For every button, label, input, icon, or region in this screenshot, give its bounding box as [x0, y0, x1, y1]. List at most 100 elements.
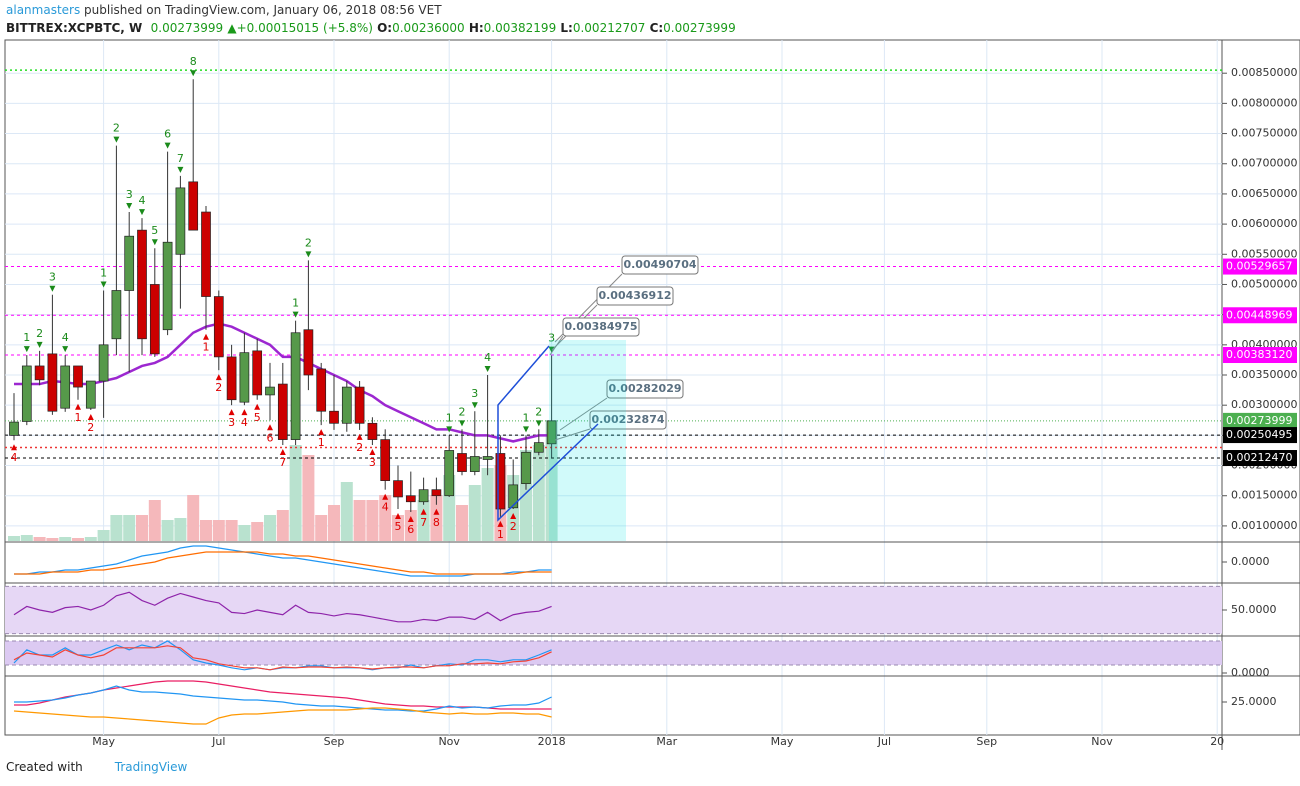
- setup-label: 6: [407, 523, 414, 536]
- setup-label: 4: [62, 331, 69, 344]
- setup-arrow: [535, 420, 542, 427]
- brand-link[interactable]: TradingView: [114, 760, 188, 774]
- setup-label: 1: [523, 411, 530, 424]
- indicator-line: [14, 680, 552, 710]
- setup-label: 1: [75, 411, 82, 424]
- setup-arrow: [75, 403, 81, 410]
- volume-bar: [59, 537, 72, 541]
- candle-body: [303, 329, 314, 376]
- volume-bar: [456, 505, 468, 541]
- indicator-line: [13, 707, 552, 725]
- setup-arrow: [471, 402, 478, 409]
- trend-lines: [497, 345, 599, 522]
- candle-body: [85, 380, 96, 409]
- indicator-line: [14, 685, 552, 712]
- volume-bar: [72, 538, 84, 541]
- projection-zone: [549, 340, 626, 541]
- change-arrow: ▲: [227, 21, 237, 35]
- marks: May Jul Sep Nov 2018 Mar May Jul Sep Nov 20 0.00100…: [5, 40, 1300, 748]
- x-tick-label: 20: [1210, 735, 1224, 748]
- setup-label: 7: [279, 456, 286, 469]
- setup-arrow: [49, 285, 56, 292]
- callout-connector: [559, 397, 608, 431]
- price-label-box: [1223, 450, 1297, 467]
- published-text: published on TradingView.com, January 06…: [84, 3, 442, 17]
- candle-body: [508, 484, 519, 509]
- volume-bar: [417, 500, 430, 541]
- setup-label: 6: [164, 128, 171, 141]
- volume-bar: [97, 530, 110, 541]
- setup-label: 3: [49, 271, 56, 284]
- candle-body: [290, 332, 301, 440]
- setup-arrow: [203, 333, 209, 340]
- candle-body: [9, 421, 19, 436]
- candle-body: [201, 211, 211, 297]
- candle-body: [252, 350, 263, 396]
- x-tick-label: Nov: [1091, 735, 1113, 748]
- setup-arrow: [36, 341, 43, 348]
- y-tick-label: 0.00500000: [1231, 277, 1297, 290]
- setup-arrow: [382, 493, 389, 500]
- symbol-line: BITTREX:XCPBTC, W 0.00273999 ▲+0.0001501…: [6, 21, 736, 35]
- setup-arrow: [484, 366, 491, 373]
- author-link[interactable]: alanmasters: [6, 3, 81, 17]
- setup-label: 7: [420, 516, 427, 529]
- volume-bar: [123, 515, 136, 541]
- c-label: C:: [649, 21, 664, 35]
- volume-bar: [532, 445, 545, 541]
- setup-arrow: [420, 508, 427, 515]
- setup-label: 2: [510, 520, 517, 533]
- x-tick-label: Sep: [976, 735, 997, 748]
- y-tick-label: 0.00300000: [1231, 398, 1297, 411]
- pane-band: [5, 586, 1222, 634]
- callout-box: [589, 410, 667, 430]
- setup-arrow: [510, 513, 517, 520]
- volume-bar: [545, 420, 558, 541]
- price-label: 0.00273999: [1226, 414, 1292, 427]
- callout-text: 0.00232874: [591, 413, 664, 426]
- candle-body: [175, 187, 186, 255]
- y-tick-label: 0.00850000: [1231, 66, 1297, 79]
- volume-bar: [33, 537, 46, 541]
- candle-body: [188, 181, 199, 231]
- setup-label: 5: [395, 520, 402, 533]
- setup-arrow: [11, 444, 17, 451]
- setup-arrow: [190, 70, 197, 77]
- y-tick-label: 0.00100000: [1231, 519, 1297, 532]
- setup-arrow: [87, 414, 94, 421]
- setup-label: 1: [497, 528, 504, 541]
- y-tick-label: 0.00150000: [1231, 489, 1297, 502]
- setup-label: 1: [318, 436, 325, 449]
- created-with: Created with: [6, 760, 83, 774]
- setup-arrow: [279, 449, 286, 456]
- setup-label: 2: [36, 327, 43, 340]
- setup-label: 8: [433, 516, 440, 529]
- price-label-box: [1223, 307, 1297, 324]
- volume-bar: [238, 525, 251, 541]
- volume-bar: [84, 537, 97, 541]
- setup-label: 7: [177, 152, 184, 165]
- y-tick-label: 0.0000: [1231, 555, 1270, 568]
- setup-arrow: [62, 346, 69, 353]
- setup-arrow: [356, 433, 363, 440]
- low-value: 0.00212707: [572, 21, 646, 35]
- volume-bar: [392, 515, 404, 541]
- volume-bar: [328, 505, 340, 541]
- y-tick-label: 0.00650000: [1231, 187, 1297, 200]
- setup-label: 2: [356, 441, 363, 454]
- setup-label: 1: [100, 267, 107, 280]
- candle-body: [341, 386, 352, 424]
- candle-body: [34, 365, 45, 381]
- callout-text: 0.00490704: [623, 258, 696, 271]
- volume-bar: [468, 485, 481, 541]
- close-value: 0.00273999: [663, 21, 736, 35]
- candle-body: [546, 420, 557, 445]
- setup-label: 1: [292, 297, 299, 310]
- candle-body: [521, 451, 531, 485]
- candle-body: [380, 439, 391, 481]
- volume-bar: [225, 520, 238, 541]
- volume-bar: [430, 495, 443, 541]
- callout-text: 0.00384975: [564, 320, 637, 333]
- callout-text: 0.00436912: [598, 289, 671, 302]
- setup-label: 1: [23, 331, 30, 344]
